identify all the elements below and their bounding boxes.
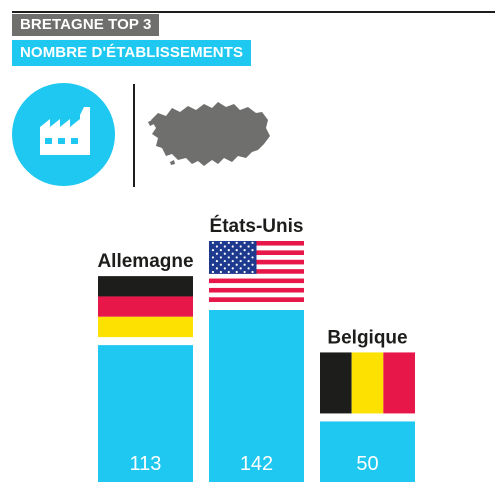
country-label: Allemagne [97,251,193,272]
bar-3 [320,421,415,482]
bar-value-label: 142 [240,453,273,475]
usa-flag [209,241,304,302]
germany-flag [98,276,193,338]
country-label: Belgique [327,327,407,348]
top-rule [12,11,495,13]
belgium-flag [320,352,415,414]
bar-2 [209,310,304,482]
country-label: États-Unis [210,215,304,237]
bar-value-label: 50 [356,453,378,475]
bar-1 [98,345,193,482]
region-tag: BRETAGNE TOP 3 [12,14,160,36]
factory-icon [12,83,115,186]
chart-title-tag: NOMBRE D'ÉTABLISSEMENTS [12,40,252,66]
divider [133,84,135,187]
brittany-map-icon [148,102,270,166]
bar-value-label: 113 [130,453,162,475]
